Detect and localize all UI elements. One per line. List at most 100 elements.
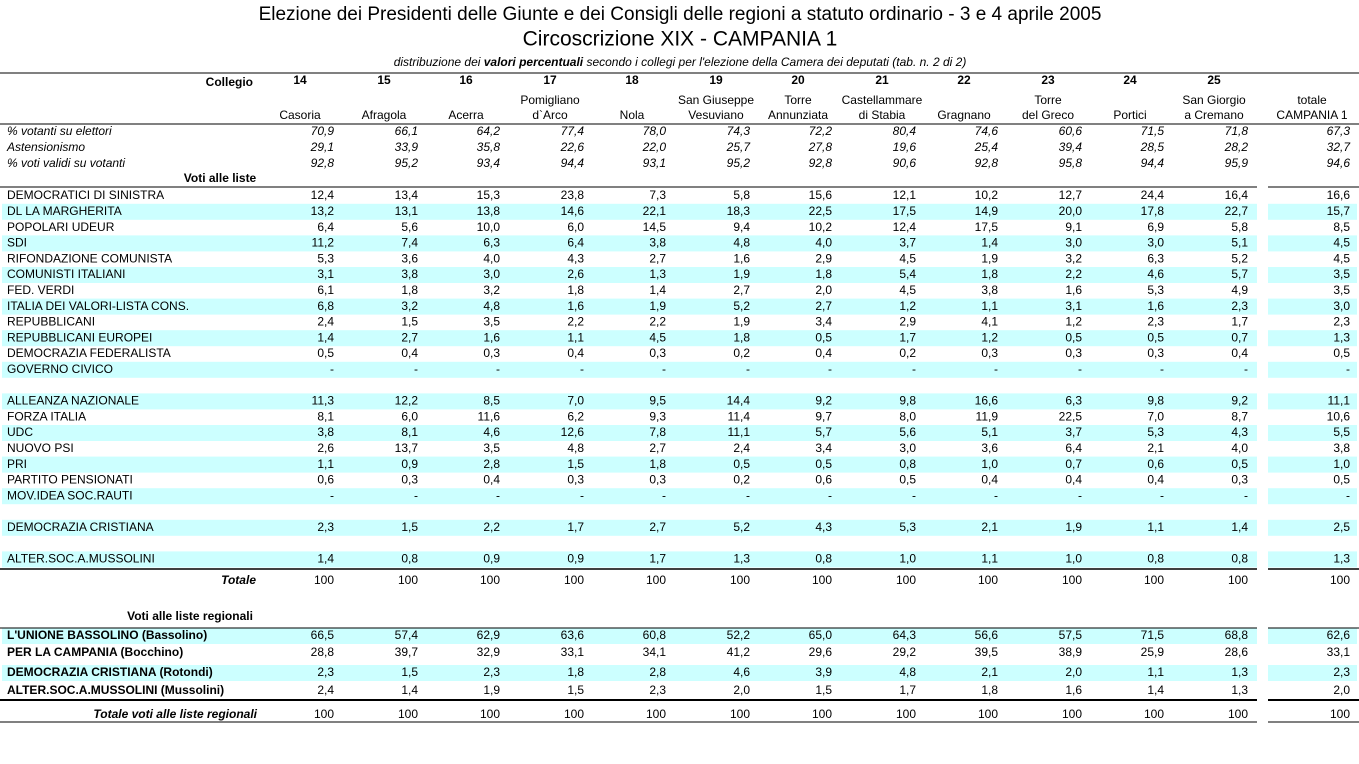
row-band [1268, 267, 1357, 283]
collegio-name: Pomigliano [520, 93, 580, 107]
cell-value: 2,3 [1333, 315, 1350, 329]
cell-value: 71,8 [1225, 124, 1249, 138]
party-label: UDC [7, 425, 33, 439]
cell-value: 4,1 [981, 315, 998, 329]
cell-value: - [662, 488, 666, 502]
cell-value: 39,5 [975, 645, 999, 659]
cell-value: 4,6 [1147, 267, 1164, 281]
cell-value: 0,3 [1231, 473, 1248, 487]
cell-value: 2,2 [567, 315, 584, 329]
cell-value: 5,8 [733, 188, 750, 202]
cell-value: 4,0 [815, 236, 832, 250]
cell-value: 67,3 [1327, 124, 1351, 138]
total-name: totale [1297, 93, 1327, 107]
cell-value: 1,7 [567, 520, 584, 534]
cell-value: 2,1 [981, 665, 998, 679]
cell-value: 2,2 [1065, 267, 1082, 281]
cell-value: 3,0 [899, 441, 916, 455]
cell-value: 2,3 [317, 520, 334, 534]
cell-value: 77,4 [561, 124, 585, 138]
cell-value: 6,3 [1065, 394, 1082, 408]
cell-value: 3,0 [483, 267, 500, 281]
cell-value: 1,6 [567, 299, 584, 313]
cell-value: 1,8 [815, 267, 832, 281]
cell-value: - [1078, 488, 1082, 502]
cell-value: 5,7 [1231, 267, 1248, 281]
cell-value: 5,3 [1147, 425, 1164, 439]
party-label: DEMOCRAZIA FEDERALISTA [7, 346, 171, 360]
cell-value: 7,0 [1147, 409, 1164, 423]
cell-value: 15,3 [477, 188, 501, 202]
cell-value: 100 [730, 573, 750, 587]
collegio-name: Castellammare [842, 93, 923, 107]
cell-value: 13,4 [395, 188, 419, 202]
stat-label: Astensionismo [6, 140, 85, 154]
cell-value: 3,5 [1333, 283, 1350, 297]
row-band [1268, 628, 1357, 644]
cell-value: 2,0 [733, 683, 750, 697]
cell-value: 1,7 [649, 552, 666, 566]
party-label: GOVERNO CIVICO [7, 362, 113, 376]
cell-value: 15,7 [1327, 204, 1351, 218]
cell-value: 2,6 [567, 267, 584, 281]
collegio-name: del Greco [1022, 108, 1074, 122]
collegio-number: 15 [377, 73, 391, 87]
cell-value: 4,3 [1231, 425, 1248, 439]
cell-value: 24,4 [1141, 188, 1165, 202]
cell-value: 4,8 [483, 299, 500, 313]
party-label: ALLEANZA NAZIONALE [7, 394, 139, 408]
collegio-name: San Giorgio [1182, 93, 1246, 107]
cell-value: 35,8 [477, 140, 501, 154]
cell-value: 56,6 [975, 628, 999, 642]
cell-value: 3,7 [1065, 425, 1082, 439]
cell-value: 0,4 [981, 473, 998, 487]
cell-value: 1,6 [1065, 283, 1082, 297]
cell-value: 3,1 [317, 267, 334, 281]
cell-value: 0,4 [1147, 473, 1164, 487]
cell-value: - [828, 362, 832, 376]
cell-value: 0,9 [567, 552, 584, 566]
row-band [2, 361, 1257, 378]
cell-value: 100 [480, 707, 500, 721]
collegio-number: 21 [875, 73, 889, 87]
cell-value: 4,0 [483, 251, 500, 265]
cell-value: 0,8 [1231, 552, 1248, 566]
cell-value: 6,0 [567, 220, 584, 234]
cell-value: 16,6 [1327, 188, 1351, 202]
cell-value: 12,4 [893, 220, 917, 234]
cell-value: 100 [1228, 707, 1248, 721]
cell-value: 2,8 [483, 457, 500, 471]
cell-value: 2,7 [733, 283, 750, 297]
cell-value: 8,5 [483, 394, 500, 408]
party-label: REPUBBLICANI [7, 315, 95, 329]
cell-value: 1,1 [1147, 665, 1164, 679]
cell-value: 100 [812, 573, 832, 587]
cell-value: 17,8 [1141, 204, 1165, 218]
cell-value: 1,8 [401, 283, 418, 297]
cell-value: 93,4 [477, 156, 501, 170]
stat-label: % voti validi su votanti [7, 156, 125, 170]
cell-value: 9,5 [649, 394, 666, 408]
cell-value: 0,3 [649, 346, 666, 360]
cell-value: 1,4 [401, 683, 418, 697]
cell-value: 6,3 [1147, 251, 1164, 265]
cell-value: 100 [646, 707, 666, 721]
cell-value: 19,6 [893, 140, 917, 154]
cell-value: - [496, 488, 500, 502]
cell-value: 14,6 [561, 204, 585, 218]
cell-value: 0,5 [317, 346, 334, 360]
cell-value: 100 [564, 573, 584, 587]
party-label: FED. VERDI [7, 283, 74, 297]
cell-value: 0,3 [401, 473, 418, 487]
cell-value: 0,4 [815, 346, 832, 360]
cell-value: 34,1 [643, 645, 667, 659]
cell-value: 3,9 [815, 665, 832, 679]
cell-value: 2,5 [1333, 520, 1350, 534]
cell-value: 100 [1330, 707, 1350, 721]
cell-value: - [1244, 488, 1248, 502]
cell-value: 12,6 [561, 425, 585, 439]
cell-value: 1,6 [483, 330, 500, 344]
cell-value: 100 [314, 573, 334, 587]
cell-value: 1,9 [1065, 520, 1082, 534]
cell-value: 0,3 [649, 473, 666, 487]
